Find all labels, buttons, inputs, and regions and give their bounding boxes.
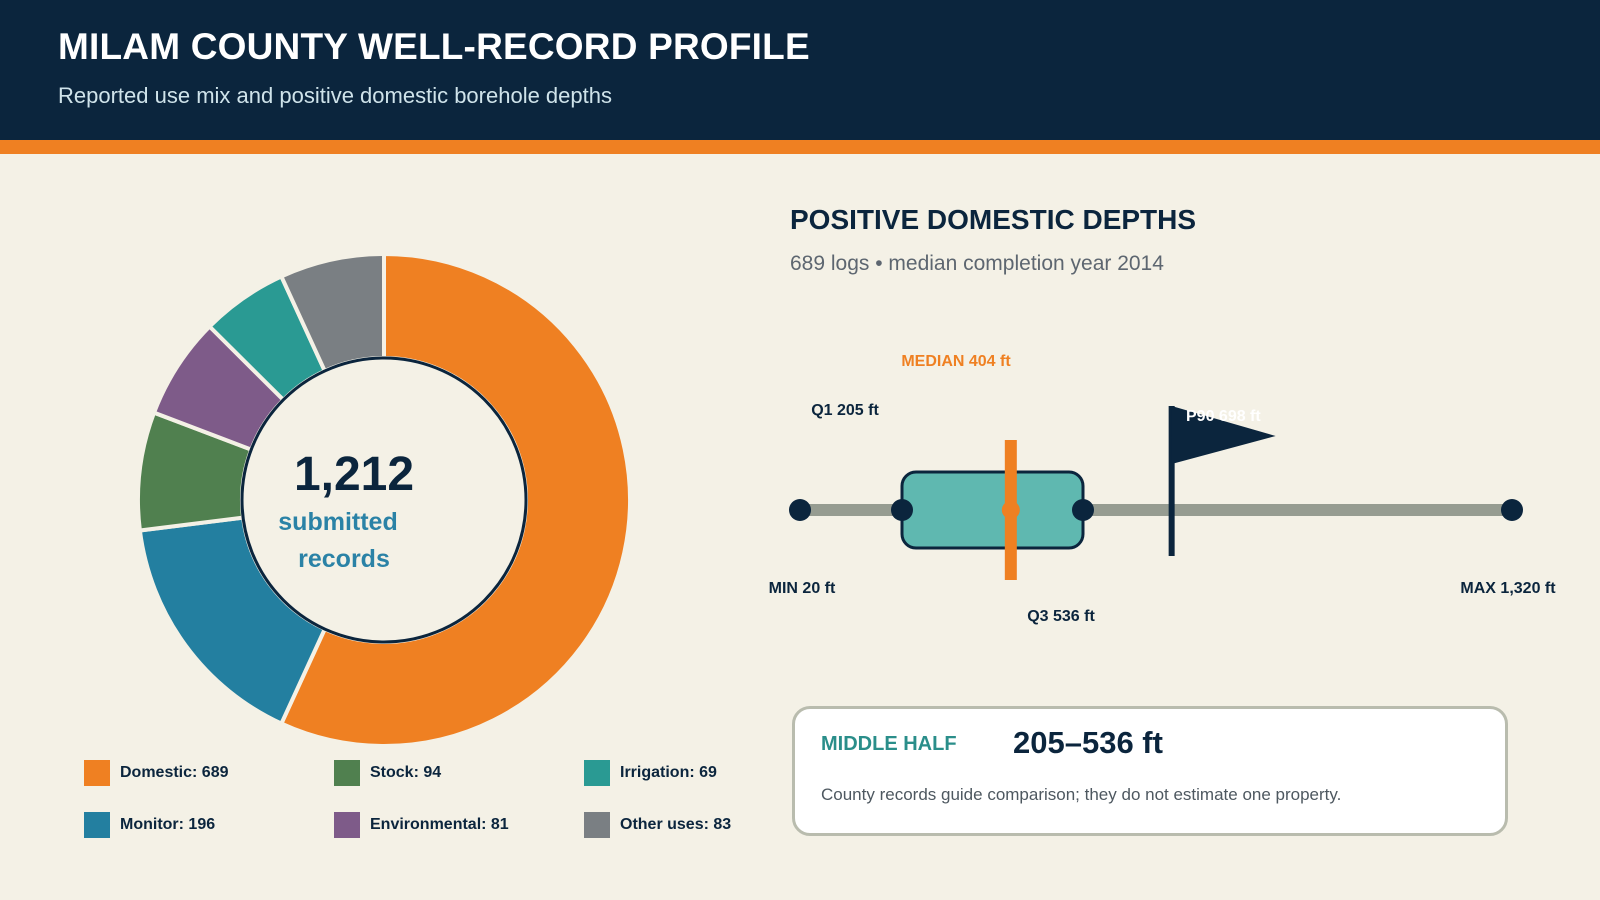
donut-slices [136,251,632,748]
accent-divider [0,140,1600,154]
depth-panel-subtitle: 689 logs • median completion year 2014 [790,252,1164,275]
depth-panel-title: POSITIVE DOMESTIC DEPTHS [790,204,1197,235]
legend-swatch-other-uses [584,812,610,838]
q3-point [1072,499,1094,521]
min-label: MIN 20 ft [769,580,836,597]
max-label: MAX 1,320 ft [1460,580,1556,597]
box-plot-marks [789,406,1523,580]
legend-label-irrigation: Irrigation: 69 [620,764,717,781]
q1-label: Q1 205 ft [811,402,879,419]
donut-center-label-line2: records [298,545,390,573]
donut-center-label-line1: submitted [278,508,397,536]
median-label: MEDIAN 404 ft [901,353,1011,370]
legend-label-other-uses: Other uses: 83 [620,816,732,833]
p90-label: P90 698 ft [1186,408,1261,425]
legend-item-other-uses: Other uses: 83 [584,812,731,838]
donut-legend: Domestic: 689 Stock: 94 Irrigation: 69 Moni… [84,760,764,850]
donut-center-value: 1,212 [294,448,414,501]
max-point [1501,499,1523,521]
middle-half-value: 205–536 ft [1013,725,1163,760]
header-bar: MILAM COUNTY WELL-RECORD PROFILE Reporte… [0,0,1600,140]
legend-label-stock: Stock: 94 [370,764,442,781]
legend-swatch-stock [334,760,360,786]
legend-swatch-environmental [334,812,360,838]
middle-half-card: MIDDLE HALF 205–536 ft County records gu… [792,706,1508,836]
legend-label-monitor: Monitor: 196 [120,816,216,833]
page-title: MILAM COUNTY WELL-RECORD PROFILE [58,26,810,67]
p90-flag [1171,406,1276,464]
legend-label-domestic: Domestic: 689 [120,764,229,781]
legend-swatch-irrigation [584,760,610,786]
legend-item-stock: Stock: 94 [334,760,441,786]
legend-item-domestic: Domestic: 689 [84,760,229,786]
use-mix-donut-chart: 1,212 submitted records [136,251,632,748]
q3-label: Q3 536 ft [1027,608,1095,625]
middle-half-note: County records guide comparison; they do… [821,785,1342,804]
depth-box-plot: MEDIAN 404 ft Q1 205 ft MIN 20 ft Q3 536… [769,353,1557,625]
legend-label-environmental: Environmental: 81 [370,816,509,833]
middle-half-label: MIDDLE HALF [821,733,957,755]
legend-swatch-monitor [84,812,110,838]
legend-item-environmental: Environmental: 81 [334,812,509,838]
page-subtitle: Reported use mix and positive domestic b… [58,83,612,108]
min-point [789,499,811,521]
donut-center-hole [240,356,528,644]
legend-swatch-domestic [84,760,110,786]
interquartile-box [900,470,1085,550]
legend-item-monitor: Monitor: 196 [84,812,215,838]
legend-item-irrigation: Irrigation: 69 [584,760,717,786]
q1-point [891,499,913,521]
median-point [1001,501,1020,519]
